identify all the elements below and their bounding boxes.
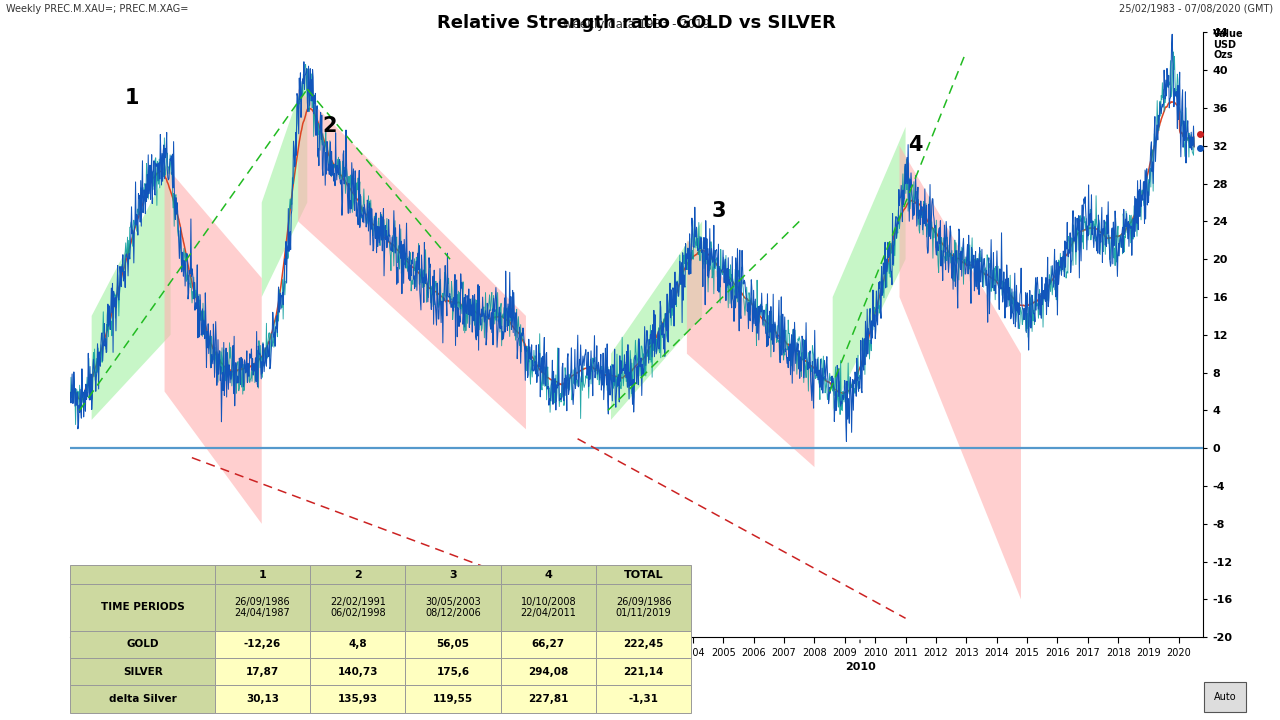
Text: Ozs: Ozs	[1213, 50, 1233, 60]
Text: 2: 2	[323, 117, 337, 136]
Polygon shape	[261, 70, 307, 297]
Text: 3: 3	[712, 202, 726, 222]
Text: USD: USD	[1213, 40, 1236, 50]
Text: 2000: 2000	[602, 662, 632, 672]
Text: Value: Value	[1213, 29, 1244, 39]
Text: 1: 1	[125, 88, 140, 108]
Text: 25/02/1983 - 07/08/2020 (GMT): 25/02/1983 - 07/08/2020 (GMT)	[1120, 4, 1274, 14]
Polygon shape	[611, 222, 703, 420]
Text: 1990: 1990	[389, 662, 420, 672]
Polygon shape	[900, 145, 1021, 599]
Polygon shape	[92, 165, 170, 420]
Polygon shape	[165, 165, 261, 524]
Text: Auto: Auto	[1213, 692, 1236, 702]
Polygon shape	[298, 89, 526, 429]
Polygon shape	[833, 127, 905, 410]
Text: 2010: 2010	[845, 662, 876, 672]
Text: Weekly PREC.M.XAU=; PREC.M.XAG=: Weekly PREC.M.XAU=; PREC.M.XAG=	[6, 4, 188, 14]
Text: weekly data 1983 - 2019: weekly data 1983 - 2019	[563, 18, 710, 31]
Title: Relative Strength ratio GOLD vs SILVER: Relative Strength ratio GOLD vs SILVER	[438, 14, 836, 32]
Text: 4: 4	[909, 135, 923, 156]
Text: 1980: 1980	[177, 662, 207, 672]
Polygon shape	[687, 240, 814, 467]
